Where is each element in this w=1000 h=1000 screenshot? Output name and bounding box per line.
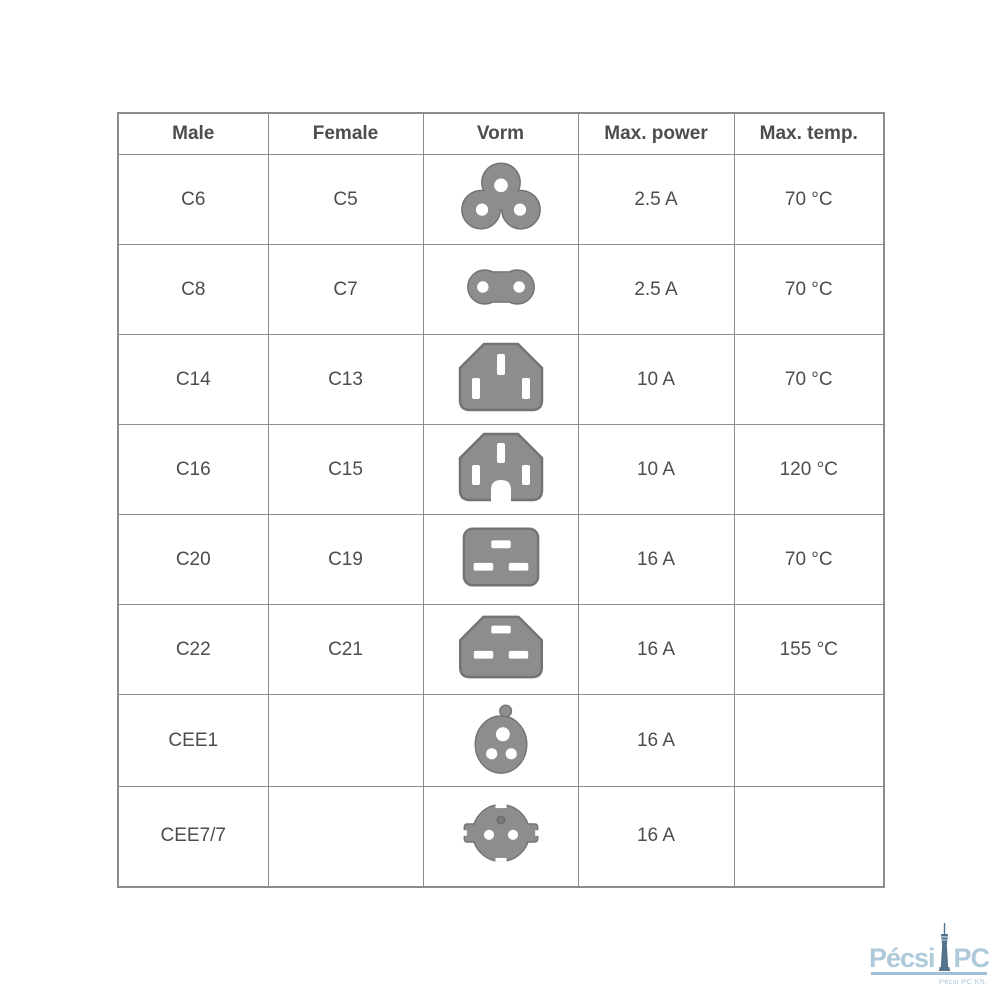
cell-female: C19 bbox=[267, 514, 424, 605]
cell-male: C20 bbox=[117, 514, 269, 605]
cell-max-temp: 155 °C bbox=[733, 604, 885, 695]
table-row: C22 C21 16 A 155 °C bbox=[117, 604, 885, 695]
tv-tower-icon bbox=[937, 923, 952, 971]
c15-connector-icon bbox=[455, 429, 547, 505]
cell-max-power: 16 A bbox=[577, 694, 735, 787]
cell-male: C6 bbox=[117, 154, 269, 245]
cell-vorm bbox=[422, 514, 579, 605]
column-header-max-temp: Max. temp. bbox=[733, 112, 885, 155]
cell-male: C8 bbox=[117, 244, 269, 335]
cell-female bbox=[267, 694, 424, 787]
cell-male: C16 bbox=[117, 424, 269, 515]
column-header-female: Female bbox=[267, 112, 424, 155]
c13-connector-icon bbox=[455, 339, 547, 415]
c21-connector-icon bbox=[455, 613, 547, 681]
brand-underline bbox=[871, 972, 987, 975]
brand-row: Pécsi PC bbox=[868, 923, 991, 973]
cell-male: CEE1 bbox=[117, 694, 269, 787]
table-row: C20 C19 16 A 70 °C bbox=[117, 514, 885, 605]
cell-male: C14 bbox=[117, 334, 269, 425]
cell-vorm bbox=[422, 604, 579, 695]
brand-text-pecsi: Pécsi bbox=[868, 943, 936, 973]
header-row: Male Female Vorm Max. power Max. temp. bbox=[117, 112, 885, 155]
cee1-plug-icon bbox=[469, 698, 533, 778]
cell-female: C21 bbox=[267, 604, 424, 695]
cell-max-power: 10 A bbox=[577, 334, 735, 425]
cell-vorm bbox=[422, 694, 579, 787]
cell-max-temp bbox=[733, 786, 885, 887]
cell-max-temp: 70 °C bbox=[733, 514, 885, 605]
cee77-schuko-icon bbox=[458, 797, 544, 869]
cell-max-power: 10 A bbox=[577, 424, 735, 515]
cell-max-power: 16 A bbox=[577, 786, 735, 887]
brand-text-pc: PC bbox=[953, 943, 991, 973]
cell-female: C13 bbox=[267, 334, 424, 425]
brand-subtext: Pécsi PC Kft. bbox=[938, 977, 987, 986]
cell-max-power: 16 A bbox=[577, 604, 735, 695]
cell-vorm bbox=[422, 424, 579, 515]
cell-vorm bbox=[422, 244, 579, 335]
cell-max-temp: 70 °C bbox=[733, 244, 885, 335]
table-row: C16 C15 10 A 120 °C bbox=[117, 424, 885, 515]
cell-max-power: 2.5 A bbox=[577, 244, 735, 335]
cell-max-power: 16 A bbox=[577, 514, 735, 605]
c5-cloverleaf-icon bbox=[460, 161, 542, 233]
cell-female bbox=[267, 786, 424, 887]
cell-vorm bbox=[422, 154, 579, 245]
table-row: C8 C7 2.5 A 70 °C bbox=[117, 244, 885, 335]
cell-female: C7 bbox=[267, 244, 424, 335]
table-row: C14 C13 10 A 70 °C bbox=[117, 334, 885, 425]
cell-max-temp: 70 °C bbox=[733, 154, 885, 245]
cell-vorm bbox=[422, 334, 579, 425]
cell-male: C22 bbox=[117, 604, 269, 695]
connector-table: Male Female Vorm Max. power Max. temp. C6 C5 2… bbox=[117, 112, 885, 888]
column-header-male: Male bbox=[117, 112, 269, 155]
c7-figure-eight-icon bbox=[457, 259, 545, 315]
cell-max-temp: 70 °C bbox=[733, 334, 885, 425]
cell-max-power: 2.5 A bbox=[577, 154, 735, 245]
cell-female: C15 bbox=[267, 424, 424, 515]
cell-max-temp bbox=[733, 694, 885, 787]
c19-connector-icon bbox=[461, 525, 541, 589]
cell-male: CEE7/7 bbox=[117, 786, 269, 887]
column-header-max-power: Max. power bbox=[577, 112, 735, 155]
cell-vorm bbox=[422, 786, 579, 887]
column-header-vorm: Vorm bbox=[422, 112, 579, 155]
cell-max-temp: 120 °C bbox=[733, 424, 885, 515]
table-row: CEE1 16 A bbox=[117, 694, 885, 787]
table-row: CEE7/7 16 A bbox=[117, 786, 885, 887]
table-row: C6 C5 2.5 A 70 °C bbox=[117, 154, 885, 245]
cell-female: C5 bbox=[267, 154, 424, 245]
pecsipc-watermark: Pécsi PC Pécsi PC Kft. bbox=[868, 923, 991, 986]
